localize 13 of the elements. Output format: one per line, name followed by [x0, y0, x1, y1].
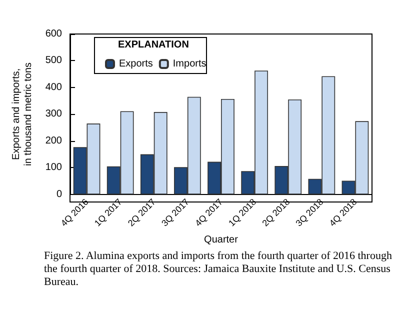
y-tick-label: 300 — [45, 108, 62, 120]
y-tick-label: 600 — [45, 28, 62, 40]
y-tick-label: 400 — [45, 82, 62, 93]
y-tick-label: 0 — [56, 188, 62, 200]
legend-title: EXPLANATION — [118, 40, 189, 50]
y-tick-label: 100 — [45, 162, 62, 174]
y-tick-label: 500 — [45, 55, 62, 66]
x-axis-title: Quarter — [204, 234, 239, 246]
legend-label: Imports — [172, 58, 206, 70]
y-axis-title: Exports and imports, in thousand metric tons — [10, 62, 34, 166]
legend-label: Exports — [119, 58, 153, 70]
caption: Figure 2. Alumina exports and imports from the fourth quarter of 2016 through the fourth quarter of 2018. Sources: Jamaica Bauxite Institute and U.S. Census Bureau. — [44, 250, 393, 289]
y-tick-label: 200 — [45, 135, 62, 146]
